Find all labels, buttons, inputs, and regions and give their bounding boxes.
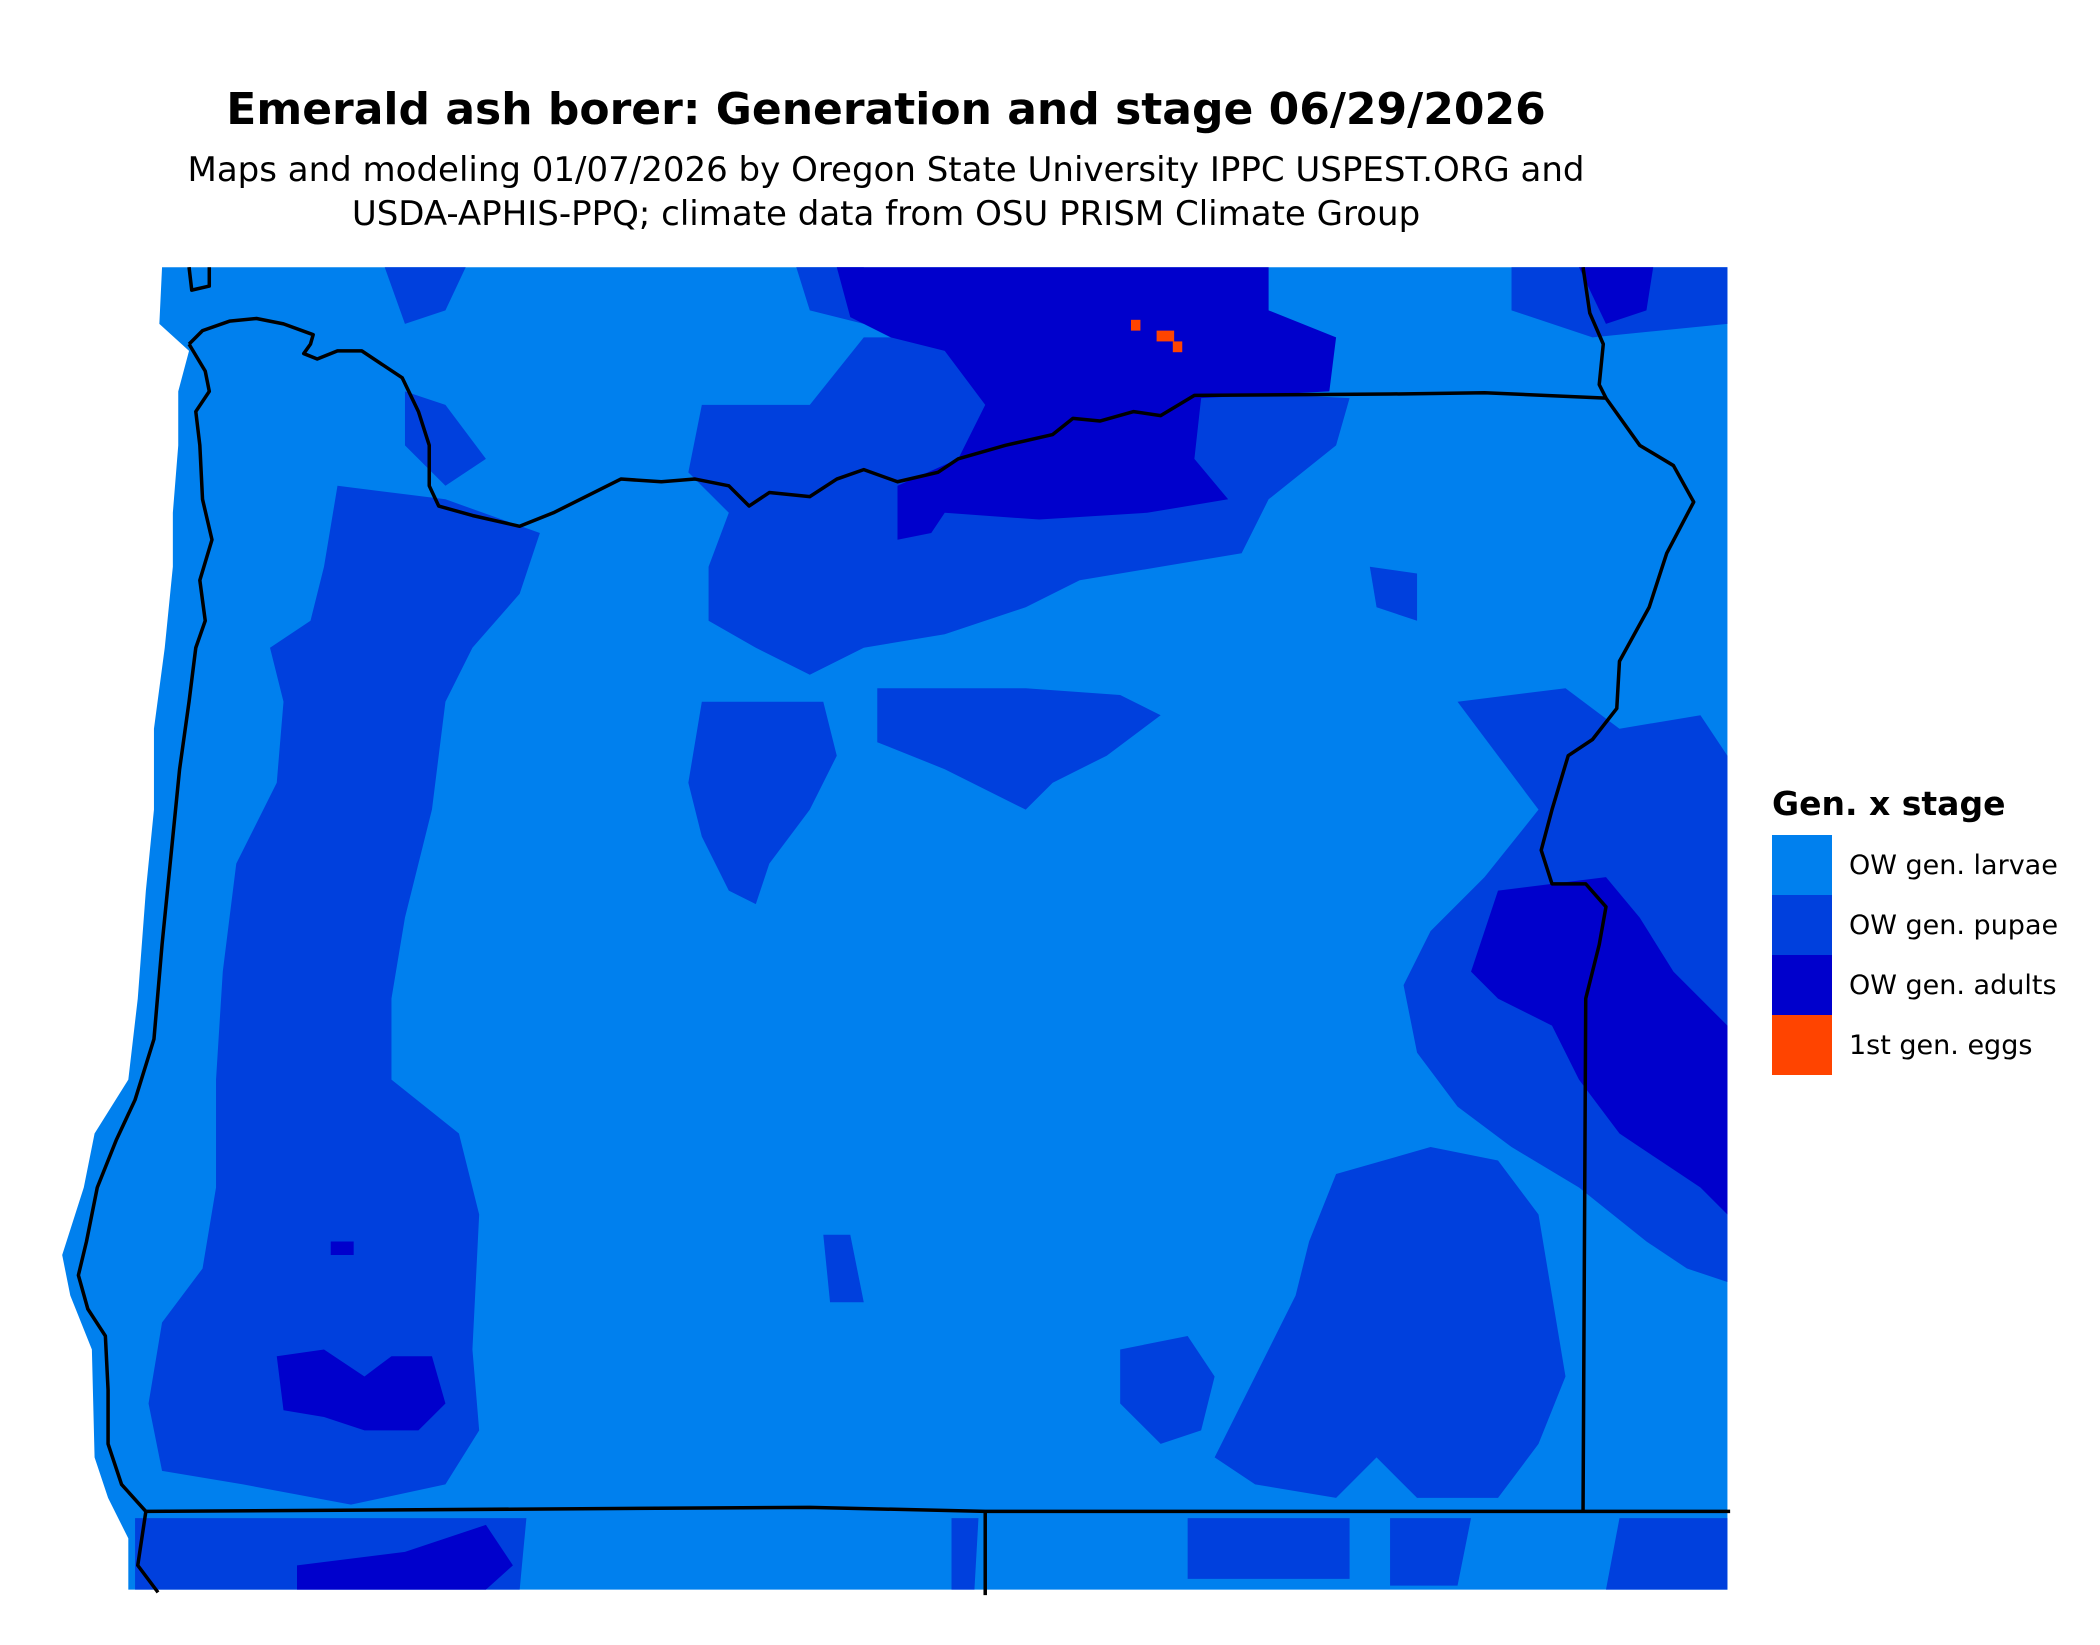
legend-item-pupae: OW gen. pupae <box>1772 895 2058 955</box>
map-subtitle-line-2: USDA-APHIS-PPQ; climate data from OSU PR… <box>351 194 1421 234</box>
legend-title: Gen. x stage <box>1772 784 2006 823</box>
map-subtitle-line-1: Maps and modeling 01/07/2026 by Oregon S… <box>187 150 1585 190</box>
state-borders <box>76 266 1731 1596</box>
legend-label: OW gen. larvae <box>1849 849 2058 881</box>
legend-item-adults: OW gen. adults <box>1772 955 2058 1015</box>
legend-swatch <box>1772 835 1832 895</box>
legend-label: OW gen. pupae <box>1849 909 2059 941</box>
legend-swatch <box>1772 1015 1832 1075</box>
legend: Gen. x stage OW gen. larvae OW gen. pupa… <box>1772 784 2058 1075</box>
legend-item-larvae: OW gen. larvae <box>1772 835 2058 895</box>
legend-item-eggs: 1st gen. eggs <box>1772 1015 2058 1075</box>
legend-swatch <box>1772 955 1832 1015</box>
legend-label: 1st gen. eggs <box>1849 1029 2033 1061</box>
legend-swatch <box>1772 895 1832 955</box>
region-adults <box>276 267 1728 1590</box>
map-title: Emerald ash borer: Generation and stage … <box>226 84 1546 135</box>
legend-label: OW gen. adults <box>1849 969 2057 1001</box>
region-eggs <box>1130 319 1183 353</box>
